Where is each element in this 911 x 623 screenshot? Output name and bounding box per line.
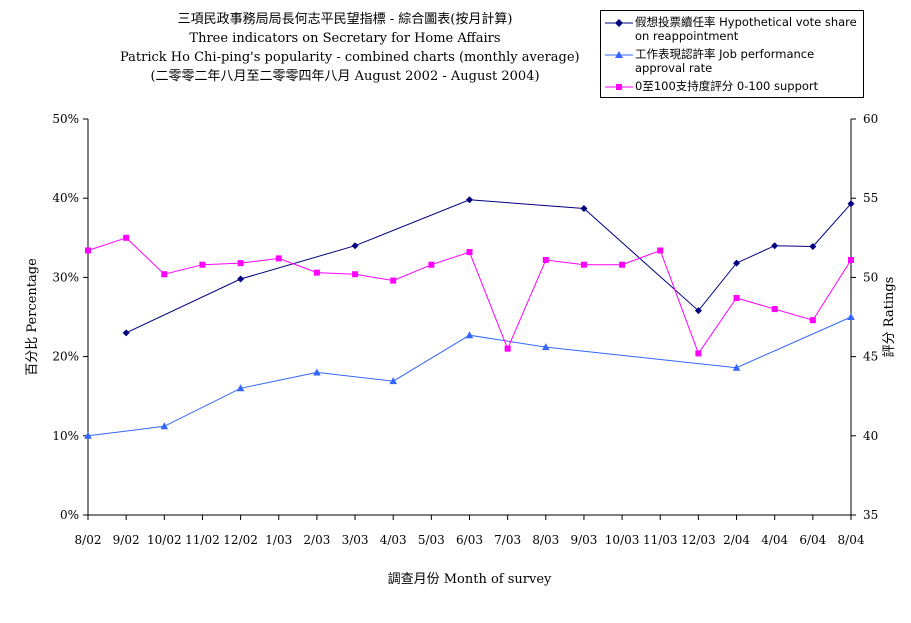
- data-point-job: [542, 343, 550, 351]
- x-tick-label: 12/02: [223, 533, 258, 547]
- x-tick-label: 4/03: [380, 533, 407, 547]
- right-tick-label: 35: [863, 508, 878, 522]
- x-tick-label: 2/04: [723, 533, 750, 547]
- x-tick-label: 2/03: [303, 533, 330, 547]
- left-tick-label: 20%: [52, 350, 79, 364]
- left-y-axis-title: 百分比 Percentage: [25, 258, 40, 376]
- data-point-vote: [847, 200, 855, 208]
- chart-title-chinese: 三項民政事務局局長何志平民望指標 - 綜合圖表(按月計算): [177, 12, 513, 27]
- data-point-support: [161, 271, 168, 278]
- x-tick-label: 8/04: [838, 533, 865, 547]
- x-tick-label: 11/02: [185, 533, 220, 547]
- data-point-support: [657, 247, 664, 254]
- data-point-job: [847, 313, 855, 320]
- x-tick-label: 8/02: [75, 533, 102, 547]
- x-tick-label: 8/03: [532, 533, 559, 547]
- x-tick-label: 6/04: [799, 533, 826, 547]
- data-point-support: [123, 234, 130, 241]
- right-tick-label: 40: [863, 429, 878, 443]
- data-point-support: [199, 261, 206, 268]
- data-point-vote: [466, 196, 473, 204]
- data-point-support: [580, 261, 587, 268]
- series-line-vote: [125, 199, 852, 334]
- legend-triangle-marker: [605, 51, 633, 58]
- x-tick-label: 7/03: [494, 533, 521, 547]
- data-point-job: [732, 363, 741, 371]
- data-point-support: [275, 255, 282, 262]
- data-point-support: [466, 249, 473, 256]
- data-point-support: [504, 345, 511, 352]
- data-point-support: [352, 271, 359, 278]
- legend-diamond-marker: [605, 19, 633, 27]
- chart-period: (二零零二年八月至二零零四年八月 August 2002 - August 20…: [150, 69, 540, 84]
- data-point-support: [390, 277, 397, 284]
- data-point-vote: [351, 242, 359, 250]
- chart-legend: 假想投票續任率 Hypothetical vote share on reapp…: [600, 10, 864, 98]
- data-point-support: [619, 261, 626, 268]
- chart-title-english: Three indicators on Secretary for Home A…: [189, 31, 501, 46]
- x-tick-label: 6/03: [456, 533, 483, 547]
- x-tick-label: 12/03: [681, 533, 716, 547]
- data-point-vote: [809, 243, 817, 251]
- left-tick-label: 30%: [52, 270, 79, 284]
- data-point-job: [389, 377, 397, 385]
- legend-label-job: 工作表現認許率 Job performance approval rate: [635, 47, 815, 75]
- x-tick-label: 11/03: [643, 533, 678, 547]
- data-point-job: [465, 331, 474, 339]
- x-tick-label: 3/03: [342, 533, 369, 547]
- data-point-support: [695, 350, 702, 357]
- right-tick-label: 60: [863, 112, 878, 126]
- left-tick-label: 40%: [52, 191, 79, 205]
- right-tick-label: 55: [863, 191, 878, 205]
- x-tick-label: 5/03: [418, 533, 445, 547]
- data-point-support: [733, 294, 740, 301]
- data-point-job: [84, 431, 92, 439]
- data-point-job: [236, 384, 245, 392]
- x-tick-label: 1/03: [265, 533, 292, 547]
- data-point-vote: [771, 242, 779, 250]
- legend-label-support: 0至100支持度評分 0-100 support: [635, 79, 819, 93]
- data-point-support: [809, 317, 816, 324]
- data-point-job: [313, 368, 321, 376]
- data-point-vote: [237, 275, 245, 283]
- x-tick-label: 9/02: [113, 533, 140, 547]
- legend-label-vote: 假想投票續任率 Hypothetical vote share on reapp…: [635, 15, 857, 43]
- data-point-job: [160, 422, 169, 430]
- left-tick-label: 50%: [52, 112, 79, 126]
- left-tick-label: 10%: [52, 429, 79, 443]
- data-point-support: [542, 256, 549, 263]
- data-point-support: [237, 260, 244, 267]
- right-tick-label: 45: [863, 350, 878, 364]
- x-tick-label: 4/04: [761, 533, 788, 547]
- data-point-support: [313, 269, 320, 276]
- chart-subtitle: Patrick Ho Chi-ping's popularity - combi…: [120, 50, 580, 65]
- data-point-vote: [733, 259, 741, 267]
- data-point-vote: [694, 307, 702, 315]
- x-tick-label: 10/03: [605, 533, 640, 547]
- x-tick-label: 9/03: [570, 533, 597, 547]
- data-point-support: [85, 247, 91, 254]
- data-point-support: [428, 261, 435, 268]
- x-axis-title: 調查月份 Month of survey: [388, 572, 552, 587]
- right-y-axis-title: 評分 Ratings: [882, 277, 897, 358]
- chart-title-block: 三項民政事務局局長何志平民望指標 - 綜合圖表(按月計算) Three indi…: [120, 10, 580, 86]
- x-tick-label: 10/02: [147, 533, 182, 547]
- data-point-support: [848, 256, 854, 263]
- right-tick-label: 50: [863, 270, 878, 284]
- legend-square-marker: [605, 84, 633, 90]
- data-point-vote: [580, 204, 588, 212]
- data-point-support: [771, 306, 778, 313]
- data-point-vote: [122, 329, 130, 337]
- left-tick-label: 0%: [60, 508, 79, 522]
